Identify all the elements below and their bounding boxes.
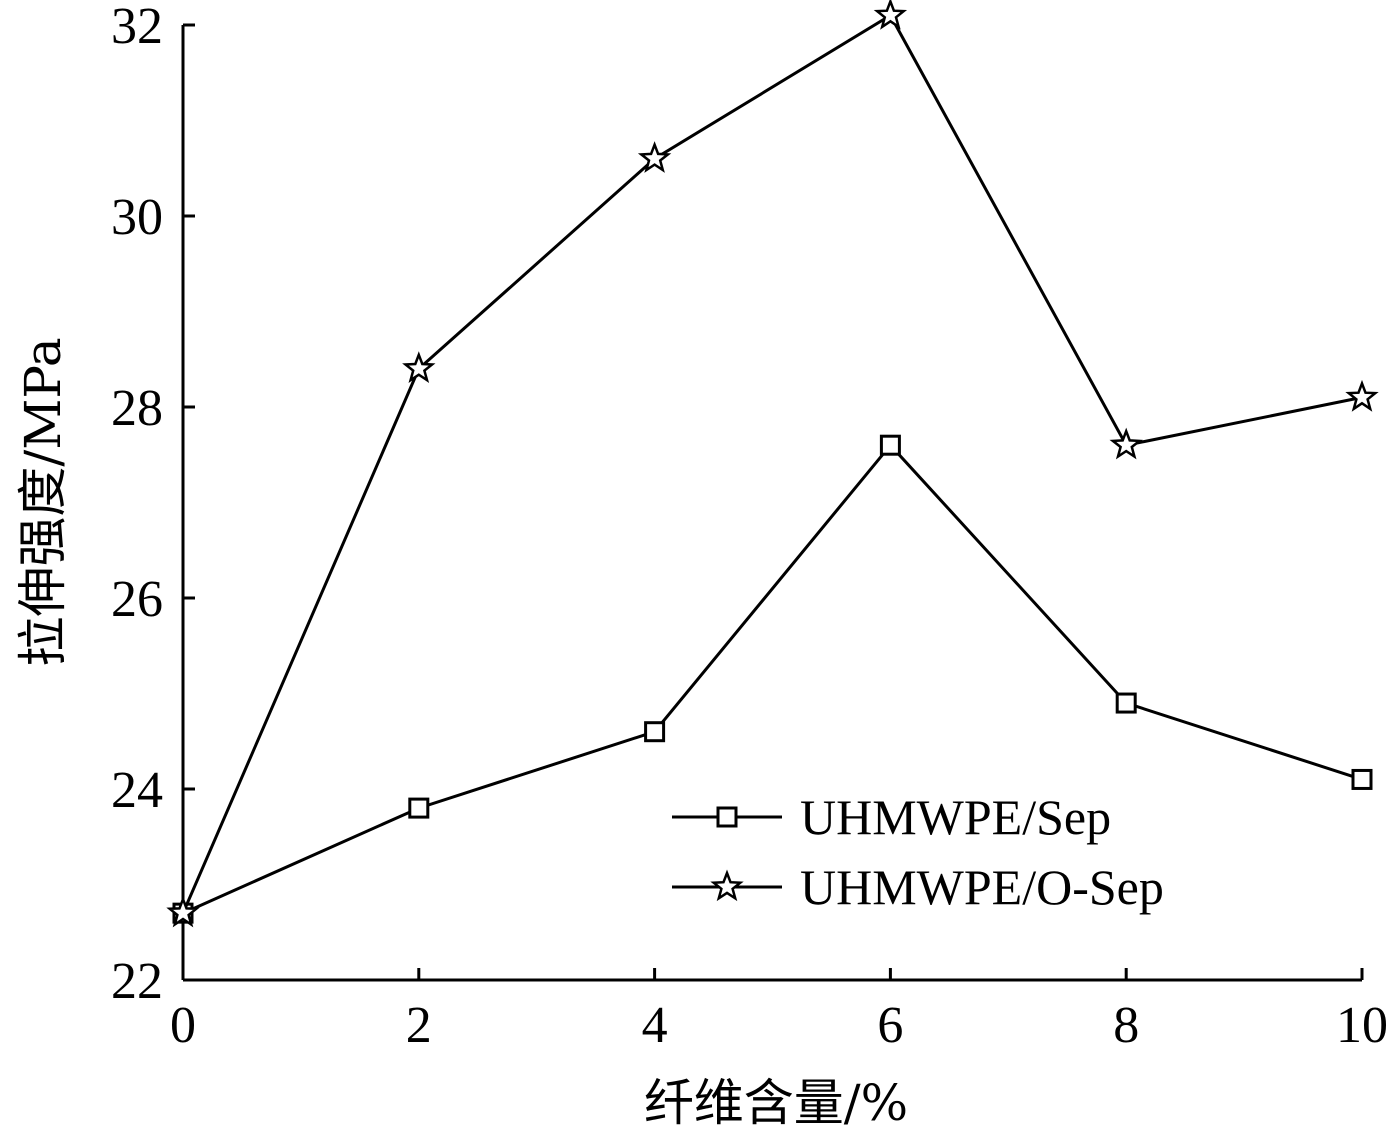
legend: UHMWPE/Sep UHMWPE/O-Sep bbox=[672, 789, 1164, 915]
star-marker bbox=[1345, 379, 1379, 412]
legend-label: UHMWPE/O-Sep bbox=[800, 859, 1164, 915]
y-tick-label: 30 bbox=[111, 189, 163, 246]
star-marker bbox=[402, 351, 436, 383]
x-axis-title: 纤维含量/% bbox=[644, 1074, 908, 1132]
square-marker bbox=[408, 797, 430, 819]
x-tick-label: 6 bbox=[877, 997, 903, 1054]
y-tick-label: 24 bbox=[111, 762, 163, 819]
y-tick-label: 28 bbox=[111, 380, 163, 437]
square-marker bbox=[1115, 692, 1137, 714]
axes bbox=[181, 25, 1362, 982]
series-line bbox=[182, 442, 1363, 915]
series-2 bbox=[166, 0, 1379, 928]
square-marker bbox=[1351, 768, 1373, 790]
series-layer bbox=[166, 0, 1379, 928]
x-tick-label: 4 bbox=[642, 997, 668, 1054]
star-marker bbox=[637, 141, 672, 173]
square-marker bbox=[879, 434, 901, 456]
star-marker bbox=[1109, 427, 1143, 460]
legend-square-marker bbox=[716, 806, 738, 828]
y-tick-label: 32 bbox=[111, 0, 163, 55]
series-1 bbox=[172, 434, 1373, 924]
series-line bbox=[181, 13, 1363, 914]
star-marker bbox=[873, 0, 908, 30]
star-marker bbox=[166, 895, 200, 928]
y-tick-label: 26 bbox=[111, 571, 163, 628]
x-tick-label: 0 bbox=[170, 997, 196, 1054]
square-marker bbox=[644, 721, 666, 743]
y-tick-label: 22 bbox=[111, 953, 163, 1010]
x-tick-label: 2 bbox=[406, 997, 432, 1054]
x-tick-label: 10 bbox=[1336, 997, 1388, 1054]
legend-item: UHMWPE/Sep bbox=[672, 789, 1111, 845]
legend-star-marker bbox=[710, 869, 744, 902]
x-tick-label: 8 bbox=[1113, 997, 1139, 1054]
y-axis-title: 拉伸强度/MPa bbox=[14, 337, 72, 666]
legend-item: UHMWPE/O-Sep bbox=[672, 859, 1164, 915]
legend-label: UHMWPE/Sep bbox=[800, 789, 1111, 845]
